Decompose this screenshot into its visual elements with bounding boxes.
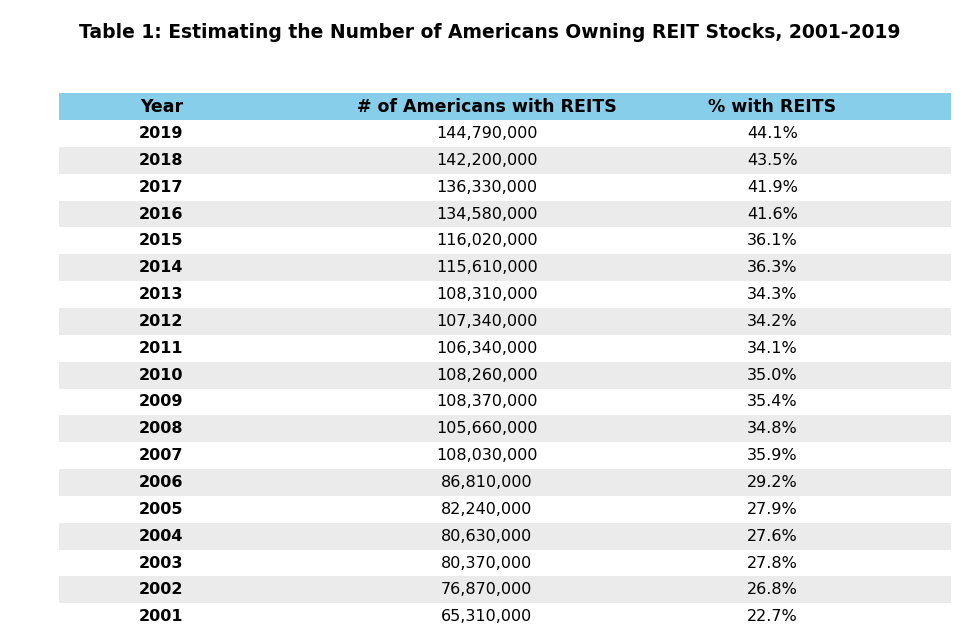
Text: 2019: 2019 <box>139 126 183 141</box>
Text: 2016: 2016 <box>139 206 183 222</box>
Text: 142,200,000: 142,200,000 <box>436 153 538 168</box>
Text: 27.9%: 27.9% <box>747 502 798 517</box>
Text: 2009: 2009 <box>139 394 183 410</box>
Text: 22.7%: 22.7% <box>747 609 798 624</box>
Text: 107,340,000: 107,340,000 <box>436 314 538 329</box>
Text: 2006: 2006 <box>139 475 183 490</box>
Text: 2010: 2010 <box>139 368 183 383</box>
Text: 34.1%: 34.1% <box>747 341 798 356</box>
Text: 108,260,000: 108,260,000 <box>436 368 538 383</box>
Text: 26.8%: 26.8% <box>747 583 798 597</box>
Text: 2017: 2017 <box>139 179 183 195</box>
Text: 27.6%: 27.6% <box>747 529 798 544</box>
Text: 2011: 2011 <box>139 341 183 356</box>
Text: 2018: 2018 <box>139 153 183 168</box>
Text: 2004: 2004 <box>139 529 183 544</box>
Text: 2002: 2002 <box>139 583 183 597</box>
Text: 34.2%: 34.2% <box>747 314 798 329</box>
Text: 36.1%: 36.1% <box>747 233 798 248</box>
Text: % with REITS: % with REITS <box>709 98 836 116</box>
Text: 86,810,000: 86,810,000 <box>441 475 533 490</box>
Text: 108,370,000: 108,370,000 <box>436 394 538 410</box>
Text: 27.8%: 27.8% <box>747 556 798 570</box>
Text: 2014: 2014 <box>139 260 183 275</box>
Text: 82,240,000: 82,240,000 <box>441 502 532 517</box>
Text: 134,580,000: 134,580,000 <box>436 206 538 222</box>
Text: Year: Year <box>140 98 183 116</box>
Text: 108,030,000: 108,030,000 <box>436 448 538 463</box>
Text: 115,610,000: 115,610,000 <box>436 260 538 275</box>
Text: 35.9%: 35.9% <box>747 448 798 463</box>
Text: 2007: 2007 <box>139 448 183 463</box>
Text: 35.0%: 35.0% <box>747 368 798 383</box>
Text: 41.9%: 41.9% <box>747 179 798 195</box>
Text: 136,330,000: 136,330,000 <box>436 179 537 195</box>
Text: 34.8%: 34.8% <box>747 421 798 437</box>
Text: Table 1: Estimating the Number of Americans Owning REIT Stocks, 2001-2019: Table 1: Estimating the Number of Americ… <box>79 23 901 42</box>
Text: 41.6%: 41.6% <box>747 206 798 222</box>
Text: 43.5%: 43.5% <box>747 153 798 168</box>
Text: 80,630,000: 80,630,000 <box>441 529 532 544</box>
Text: 36.3%: 36.3% <box>747 260 798 275</box>
Text: 2013: 2013 <box>139 287 183 302</box>
Text: 65,310,000: 65,310,000 <box>441 609 532 624</box>
Text: 2012: 2012 <box>139 314 183 329</box>
Text: 34.3%: 34.3% <box>747 287 798 302</box>
Text: 116,020,000: 116,020,000 <box>436 233 538 248</box>
Text: # of Americans with REITS: # of Americans with REITS <box>357 98 616 116</box>
Text: 105,660,000: 105,660,000 <box>436 421 538 437</box>
Text: 76,870,000: 76,870,000 <box>441 583 532 597</box>
Text: 2005: 2005 <box>139 502 183 517</box>
Text: 144,790,000: 144,790,000 <box>436 126 538 141</box>
Text: 2015: 2015 <box>139 233 183 248</box>
Text: 2001: 2001 <box>139 609 183 624</box>
Text: 44.1%: 44.1% <box>747 126 798 141</box>
Text: 106,340,000: 106,340,000 <box>436 341 538 356</box>
Text: 2008: 2008 <box>139 421 183 437</box>
Text: 2003: 2003 <box>139 556 183 570</box>
Text: 29.2%: 29.2% <box>747 475 798 490</box>
Text: 108,310,000: 108,310,000 <box>436 287 538 302</box>
Text: 80,370,000: 80,370,000 <box>441 556 532 570</box>
Text: 35.4%: 35.4% <box>747 394 798 410</box>
